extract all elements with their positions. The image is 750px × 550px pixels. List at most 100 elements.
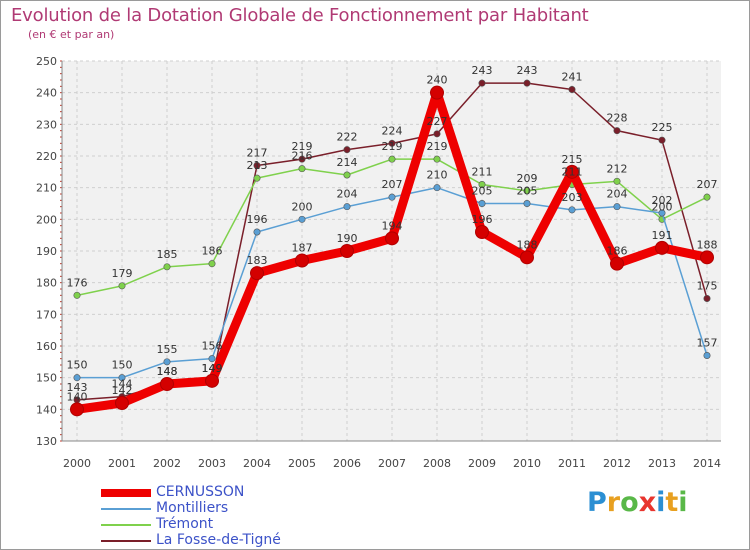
- data-label: 205: [517, 185, 538, 198]
- data-label: 150: [112, 359, 133, 372]
- data-point: [478, 181, 486, 189]
- data-label: 155: [157, 343, 178, 356]
- data-point: [163, 263, 171, 271]
- data-point: [433, 184, 441, 192]
- data-point: [613, 177, 621, 185]
- data-label: 204: [337, 188, 358, 201]
- data-point: [250, 266, 264, 281]
- logo-letter: i: [678, 487, 688, 518]
- data-label: 190: [337, 232, 358, 245]
- data-point: [478, 79, 486, 87]
- x-tick-label: 2011: [558, 457, 586, 470]
- x-tick-label: 2002: [153, 457, 181, 470]
- data-label: 241: [562, 71, 583, 84]
- data-label: 243: [472, 64, 493, 77]
- legend-swatch-montilliers: [101, 508, 151, 510]
- legend-swatch-la-fosse-de-tigne: [101, 540, 151, 542]
- data-label: 143: [67, 381, 88, 394]
- y-tick-label: 130: [36, 435, 57, 448]
- data-point: [73, 291, 81, 299]
- data-point: [703, 193, 711, 201]
- y-tick-label: 160: [36, 340, 57, 353]
- data-point: [295, 253, 309, 268]
- legend-item-montilliers: Montilliers: [101, 500, 401, 517]
- data-point: [703, 294, 711, 302]
- y-tick-label: 230: [36, 118, 57, 131]
- data-label: 204: [607, 188, 628, 201]
- y-tick-label: 170: [36, 308, 57, 321]
- data-label: 243: [517, 64, 538, 77]
- data-point: [298, 215, 306, 223]
- data-point: [700, 250, 714, 265]
- data-point: [163, 358, 171, 366]
- data-label: 196: [472, 213, 493, 226]
- x-tick-label: 2013: [648, 457, 676, 470]
- data-label: 219: [382, 140, 403, 153]
- data-point: [478, 200, 486, 208]
- x-tick-label: 2004: [243, 457, 271, 470]
- data-label: 215: [562, 153, 583, 166]
- y-tick-label: 220: [36, 150, 57, 163]
- data-point: [208, 355, 216, 363]
- data-label: 216: [292, 150, 313, 163]
- data-label: 200: [292, 200, 313, 213]
- data-point: [388, 155, 396, 163]
- data-point: [658, 209, 666, 217]
- logo-letter: o: [620, 487, 639, 518]
- data-point: [523, 200, 531, 208]
- data-point: [475, 225, 489, 239]
- data-point: [613, 203, 621, 211]
- x-tick-label: 2014: [693, 457, 721, 470]
- data-label: 157: [697, 337, 718, 350]
- x-tick-label: 2008: [423, 457, 451, 470]
- x-tick-label: 2007: [378, 457, 406, 470]
- legend-label-cernusson: CERNUSSON: [156, 484, 245, 500]
- data-label: 202: [652, 194, 673, 207]
- data-label: 207: [382, 178, 403, 191]
- data-label: 222: [337, 131, 358, 144]
- legend-swatch-cernusson: [101, 489, 151, 497]
- chart-legend: CERNUSSON Montilliers Trémont La Fosse-d…: [101, 484, 401, 549]
- data-label: 240: [427, 74, 448, 87]
- data-label: 188: [517, 238, 538, 251]
- y-tick-label: 150: [36, 372, 57, 385]
- data-label: 211: [472, 166, 493, 179]
- data-point: [433, 130, 441, 138]
- data-point: [205, 373, 219, 388]
- x-tick-label: 2000: [63, 457, 91, 470]
- data-point: [343, 146, 351, 154]
- proxiti-logo: Proxiti: [587, 487, 688, 518]
- data-label: 150: [67, 359, 88, 372]
- y-tick-label: 250: [36, 55, 57, 68]
- data-point: [160, 377, 174, 391]
- data-point: [208, 260, 216, 268]
- data-point: [568, 86, 576, 94]
- data-label: 213: [247, 159, 268, 172]
- x-tick-label: 2001: [108, 457, 136, 470]
- data-point: [523, 187, 531, 195]
- data-point: [253, 228, 261, 236]
- legend-swatch-tremont: [101, 524, 151, 526]
- data-label: 149: [202, 362, 223, 375]
- data-point: [340, 244, 354, 258]
- legend-item-la-fosse-de-tigne: La Fosse-de-Tigné: [101, 532, 401, 549]
- data-point: [610, 256, 624, 271]
- data-point: [385, 231, 399, 246]
- data-label: 210: [427, 169, 448, 182]
- data-label: 191: [652, 229, 673, 242]
- data-label: 186: [202, 245, 223, 258]
- data-label: 219: [292, 140, 313, 153]
- data-label: 203: [562, 191, 583, 204]
- data-label: 186: [607, 245, 628, 258]
- data-label: 207: [697, 178, 718, 191]
- data-label: 209: [517, 172, 538, 185]
- data-point: [115, 396, 129, 410]
- x-tick-label: 2012: [603, 457, 631, 470]
- data-point: [655, 240, 669, 255]
- data-label: 183: [247, 254, 268, 267]
- data-label: 219: [427, 140, 448, 153]
- data-label: 217: [247, 147, 268, 160]
- data-point: [520, 250, 534, 265]
